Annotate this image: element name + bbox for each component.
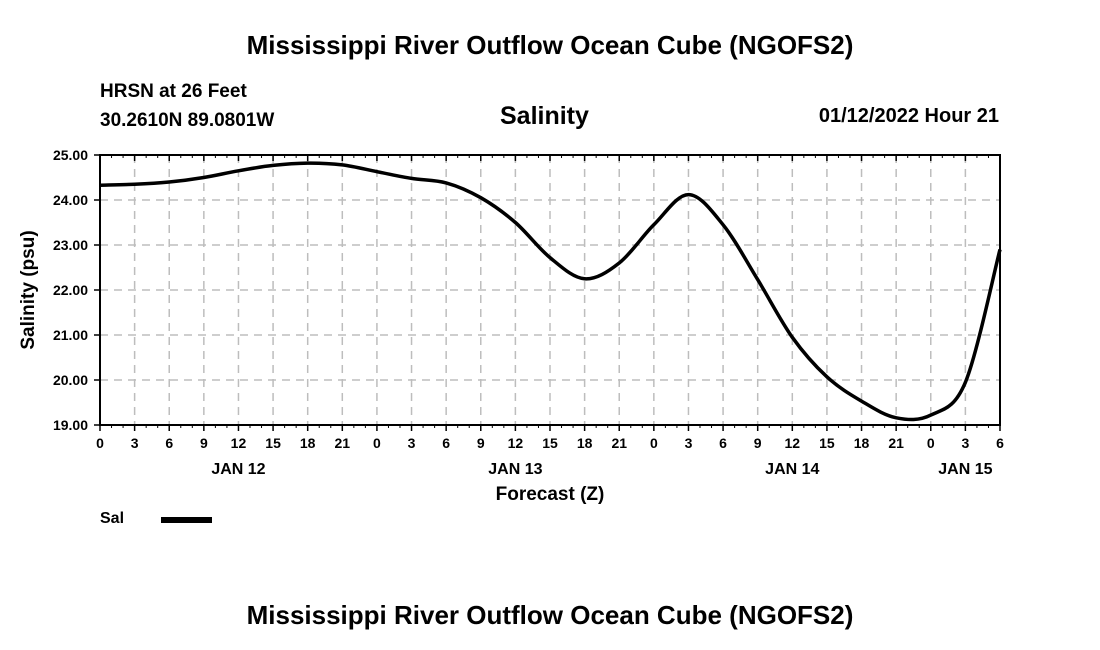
footer-title: Mississippi River Outflow Ocean Cube (NG… (246, 600, 854, 630)
x-axis-label: Forecast (Z) (496, 484, 605, 505)
legend-label: Sal (100, 510, 125, 527)
x-tick-label: 3 (408, 435, 416, 451)
series-group (99, 161, 1002, 422)
y-tick-label: 22.00 (53, 282, 88, 298)
y-tick-label: 24.00 (53, 192, 88, 208)
x-tick-label: 18 (300, 435, 316, 451)
y-tick-label: 21.00 (53, 327, 88, 343)
y-tick-label: 23.00 (53, 237, 88, 253)
legend-swatch (161, 517, 212, 523)
series-line-sal (99, 161, 1002, 422)
x-tick-label: 18 (577, 435, 593, 451)
x-tick-label: 21 (888, 435, 904, 451)
station-depth: HRSN at 26 Feet (100, 81, 247, 102)
x-tick-label: 21 (611, 435, 627, 451)
x-tick-label: 15 (542, 435, 558, 451)
x-tick-label: 0 (927, 435, 935, 451)
x-day-label: JAN 12 (211, 461, 265, 478)
x-tick-label: 15 (819, 435, 835, 451)
x-tick-label: 0 (96, 435, 104, 451)
x-tick-label: 6 (442, 435, 450, 451)
x-day-label: JAN 14 (765, 461, 819, 478)
x-tick-label: 9 (754, 435, 762, 451)
x-tick-label: 0 (650, 435, 658, 451)
x-tick-label: 9 (200, 435, 208, 451)
chart-title: Mississippi River Outflow Ocean Cube (NG… (246, 30, 854, 60)
x-day-label: JAN 13 (488, 461, 542, 478)
y-tick-label: 19.00 (53, 417, 88, 433)
grid-lines (100, 154, 1000, 425)
y-axis-label: Salinity (psu) (18, 230, 39, 349)
x-tick-label: 3 (685, 435, 693, 451)
station-coordinates: 30.2610N 89.0801W (100, 110, 275, 131)
station-info: HRSN at 26 Feet 30.2610N 89.0801W (100, 77, 274, 135)
forecast-datetime: 01/12/2022 Hour 21 (818, 105, 999, 127)
y-tick-label: 20.00 (53, 372, 88, 388)
x-tick-label: 12 (785, 435, 801, 451)
x-tick-label: 15 (265, 435, 281, 451)
x-tick-label: 21 (335, 435, 351, 451)
y-axis: 19.00 20.00 21.00 22.00 23.00 24.00 25.00 (53, 147, 100, 433)
x-tick-label: 12 (231, 435, 247, 451)
x-tick-label: 0 (373, 435, 381, 451)
x-tick-label: 18 (854, 435, 870, 451)
x-tick-label: 3 (961, 435, 969, 451)
x-tick-label: 12 (508, 435, 524, 451)
x-axis: 0 3 6 9 12 15 18 21 0 3 6 9 12 15 18 21 0 3 6 9 12 15 18 21 0 3 6J… (96, 155, 1004, 478)
x-tick-label: 3 (131, 435, 139, 451)
y-tick-label: 25.00 (53, 147, 88, 163)
x-tick-label: 9 (477, 435, 485, 451)
x-tick-label: 6 (719, 435, 727, 451)
x-tick-label: 6 (996, 435, 1004, 451)
variable-name: Salinity (500, 102, 589, 130)
x-day-label: JAN 15 (938, 461, 992, 478)
x-tick-label: 6 (165, 435, 173, 451)
